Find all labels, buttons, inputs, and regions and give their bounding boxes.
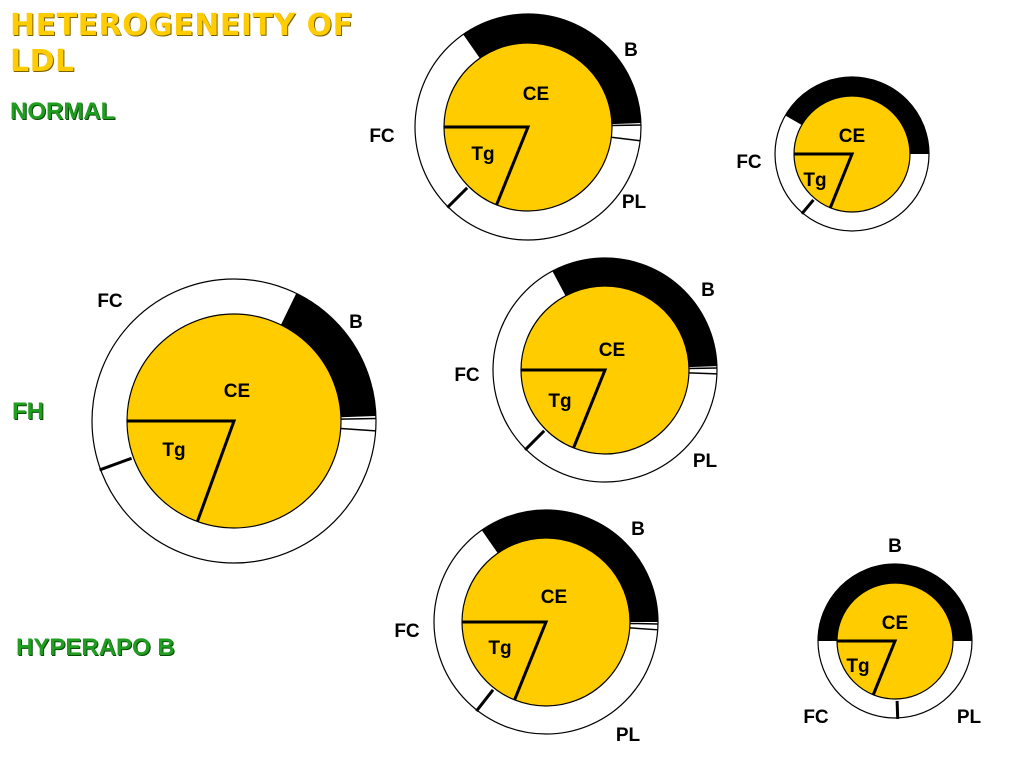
apo-b-band — [552, 258, 717, 368]
triglyceride-wedge — [837, 639, 898, 696]
label-ce: CE — [882, 613, 908, 634]
triglyceride-wedge — [127, 419, 237, 523]
triglyceride-wedge — [794, 152, 855, 209]
pl-separator — [611, 124, 641, 127]
apo-b-band — [463, 14, 641, 125]
label-tg: Tg — [471, 144, 494, 165]
page-title: HETEROGENEITY OF LDL — [10, 8, 354, 79]
label-tg: Tg — [803, 170, 826, 191]
apo-b-band — [481, 509, 658, 622]
label-tg: Tg — [548, 391, 571, 412]
ldl-particle-fh-large: CE Tg FC B — [91, 278, 377, 564]
fc-tick — [895, 700, 900, 720]
triglyceride-wedge — [521, 368, 608, 449]
label-fc: FC — [97, 291, 123, 312]
apo-b-band — [280, 293, 376, 418]
label-b: B — [349, 312, 363, 333]
label-pl: PL — [693, 451, 718, 472]
fc-tick — [475, 688, 495, 712]
label-b: B — [888, 536, 902, 557]
label-fc: FC — [736, 152, 762, 173]
pl-separator — [688, 372, 717, 375]
label-b: B — [624, 40, 638, 61]
label-fc: FC — [369, 126, 395, 147]
fc-tick — [524, 429, 546, 451]
label-ce: CE — [839, 126, 865, 147]
row-label-hyperapo-b: HYPERAPO B — [16, 634, 175, 661]
label-tg: Tg — [846, 656, 869, 677]
label-ce: CE — [523, 84, 549, 105]
ldl-particle-normal-large: CE Tg FC B PL — [369, 13, 647, 241]
label-ce: CE — [599, 340, 625, 361]
fc-tick — [446, 186, 469, 209]
label-fc: FC — [454, 365, 480, 386]
label-fc: FC — [803, 707, 829, 728]
apo-b-band — [785, 77, 929, 154]
triglyceride-wedge — [444, 125, 531, 206]
label-tg: Tg — [162, 440, 185, 461]
label-tg: Tg — [488, 638, 511, 659]
pl-separator — [340, 417, 376, 420]
label-ce: CE — [541, 587, 567, 608]
ldl-particle-hyper-mid: CE Tg FC B PL — [394, 509, 659, 746]
triglyceride-wedge — [462, 620, 549, 701]
label-b: B — [701, 280, 715, 301]
row-label-fh: FH — [12, 398, 44, 425]
label-fc: FC — [394, 621, 420, 642]
row-label-normal: NORMAL — [10, 98, 116, 125]
fc-tick — [99, 456, 133, 472]
ldl-particle-hyper-small: CE Tg FC B PL — [803, 536, 981, 728]
apo-b-band — [818, 564, 972, 641]
ldl-particle-fh-mid: CE Tg FC B PL — [454, 257, 718, 483]
pl-separator — [611, 136, 641, 142]
pl-separator — [340, 427, 376, 432]
ldl-particle-normal-small: CE Tg FC — [736, 76, 930, 232]
label-pl: PL — [957, 707, 982, 728]
label-ce: CE — [224, 381, 250, 402]
label-pl: PL — [622, 192, 647, 213]
fc-tick — [800, 198, 815, 215]
label-b: B — [631, 519, 645, 540]
pl-separator — [629, 627, 658, 631]
label-pl: PL — [616, 725, 641, 746]
